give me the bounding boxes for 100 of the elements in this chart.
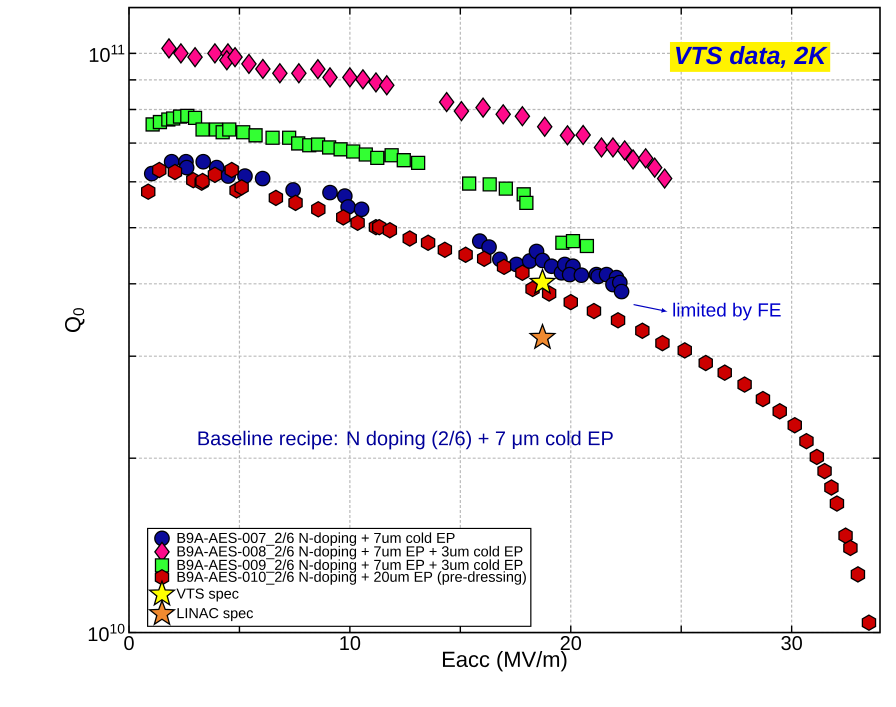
point xyxy=(354,201,370,218)
point xyxy=(656,168,672,189)
point xyxy=(402,230,417,247)
point xyxy=(616,140,632,161)
point xyxy=(234,179,249,196)
point xyxy=(475,97,491,118)
point xyxy=(458,246,473,264)
point xyxy=(410,156,426,170)
point xyxy=(737,376,752,393)
point xyxy=(824,479,839,496)
point xyxy=(342,67,358,88)
point xyxy=(586,302,602,320)
legend-label: B9A-AES-008_2/6 N-doping + 7um EP + 3um cold EP xyxy=(178,546,522,560)
annotation: Baseline recipe: N doping (2/6) + 7 μm cold EP xyxy=(198,430,613,450)
point xyxy=(817,462,832,480)
point xyxy=(248,128,263,142)
point xyxy=(438,92,454,112)
legend-label: B9A-AES-007_2/6 N-doping + 7um cold EP xyxy=(178,532,455,546)
point xyxy=(288,194,303,212)
point xyxy=(224,162,239,178)
point xyxy=(241,54,257,74)
point xyxy=(536,116,552,137)
point xyxy=(566,234,580,248)
point xyxy=(420,234,436,251)
annotation: limited by FE xyxy=(673,302,781,320)
point xyxy=(207,43,223,64)
point xyxy=(610,312,626,329)
point xyxy=(222,122,236,137)
point xyxy=(322,184,338,200)
point xyxy=(322,67,338,88)
point xyxy=(850,566,866,583)
point xyxy=(482,177,497,192)
point xyxy=(655,334,670,352)
point xyxy=(519,196,534,210)
point xyxy=(336,209,350,226)
point xyxy=(462,176,476,191)
point xyxy=(310,59,326,80)
point xyxy=(560,125,576,146)
point xyxy=(255,58,271,80)
point xyxy=(311,201,326,218)
point xyxy=(638,148,654,168)
point xyxy=(646,157,662,178)
point xyxy=(285,182,301,198)
point xyxy=(788,416,802,434)
y-tick-label: 10$^{10}$ xyxy=(88,624,124,642)
point xyxy=(625,149,641,170)
x-tick-label: 0 xyxy=(124,636,134,650)
point xyxy=(575,124,591,146)
point xyxy=(187,47,203,68)
point xyxy=(173,43,189,64)
point xyxy=(838,527,853,544)
point xyxy=(236,125,250,140)
point xyxy=(272,63,288,84)
legend-label: B9A-AES-010_2/6 N-doping + 20um EP (pre-dressing) xyxy=(178,571,526,585)
point xyxy=(188,110,202,126)
point xyxy=(698,354,713,372)
point xyxy=(384,148,399,162)
point xyxy=(195,122,210,137)
point xyxy=(772,403,787,420)
point xyxy=(635,322,650,339)
point xyxy=(529,324,556,349)
point xyxy=(268,190,284,206)
point xyxy=(195,154,212,170)
legend-label: LINAC spec xyxy=(178,608,254,622)
point xyxy=(355,69,371,90)
point xyxy=(515,264,530,282)
point xyxy=(454,100,470,122)
point xyxy=(208,166,222,184)
point xyxy=(168,164,182,180)
point xyxy=(799,432,814,450)
point xyxy=(498,182,513,196)
point xyxy=(529,268,556,294)
y-tick-label: 10$^{11}$ xyxy=(90,44,124,62)
point xyxy=(438,242,452,258)
point xyxy=(756,390,770,408)
point xyxy=(333,142,348,156)
x-tick-label: 30 xyxy=(781,636,802,650)
point xyxy=(564,294,578,310)
point xyxy=(152,162,166,178)
point xyxy=(382,222,398,238)
point xyxy=(481,239,497,255)
point xyxy=(254,170,270,186)
point xyxy=(717,364,732,381)
point xyxy=(496,258,512,276)
point xyxy=(368,72,384,93)
point xyxy=(350,214,365,231)
point xyxy=(614,284,630,300)
point xyxy=(476,250,492,267)
point xyxy=(227,47,243,68)
point xyxy=(495,104,511,124)
legend-label: VTS spec xyxy=(176,588,239,602)
point xyxy=(574,267,590,284)
point xyxy=(594,137,610,158)
point xyxy=(580,238,594,254)
point xyxy=(810,448,824,466)
y-axis-title: Q$_{0}$ xyxy=(65,308,84,332)
point xyxy=(370,150,384,166)
point xyxy=(161,38,177,59)
point xyxy=(862,614,876,631)
point xyxy=(678,342,692,359)
